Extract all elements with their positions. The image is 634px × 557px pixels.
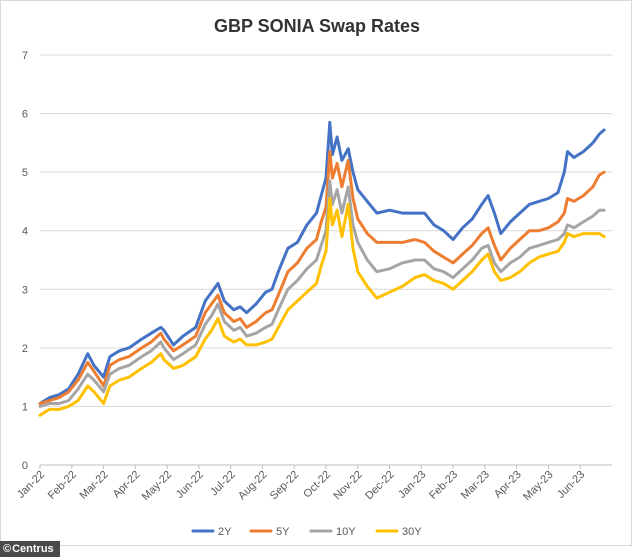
series-line-5Y (38, 150, 606, 405)
y-tick-label-1: 1 (22, 401, 28, 413)
chart-title: GBP SONIA Swap Rates (214, 16, 420, 36)
x-tick-label: Jun-23 (555, 469, 587, 501)
x-tick-label: Jan-22 (15, 469, 47, 501)
x-tick-label: Nov-22 (331, 469, 365, 503)
x-tick-label: Dec-22 (363, 469, 397, 503)
x-tick-label: Jan-23 (396, 469, 428, 501)
x-tick-label: Feb-22 (46, 469, 79, 502)
legend-label-30Y: 30Y (402, 526, 422, 538)
x-tick-label: Jun-22 (174, 469, 206, 501)
x-tick-label: Aug-22 (236, 469, 270, 503)
series-line-30Y (38, 197, 606, 417)
credit-text: Centrus (12, 543, 54, 555)
x-tick-label: May-22 (140, 469, 174, 503)
y-tick-label-3: 3 (22, 284, 28, 296)
y-tick-label-2: 2 (22, 343, 28, 355)
x-tick-label: Apr-23 (492, 469, 524, 501)
series-line-2Y (38, 120, 606, 405)
x-tick-label: Sep-22 (268, 469, 302, 503)
legend-label-5Y: 5Y (276, 526, 290, 538)
y-tick-label-5: 5 (22, 167, 28, 179)
chart-frame (0, 0, 632, 546)
x-tick-label: Apr-22 (111, 469, 143, 501)
y-tick-label-6: 6 (22, 109, 28, 121)
legend-label-10Y: 10Y (336, 526, 356, 538)
credit-badge: ©Centrus (0, 541, 60, 557)
x-tick-label: Oct-22 (301, 469, 333, 501)
x-tick-label: Feb-23 (427, 469, 460, 502)
x-tick-label: Mar-22 (78, 469, 111, 502)
x-tick-label: May-23 (521, 469, 555, 503)
x-tick-label: Mar-23 (459, 469, 492, 502)
y-tick-label-7: 7 (22, 50, 28, 62)
legend-label-2Y: 2Y (218, 526, 232, 538)
y-tick-label-4: 4 (22, 226, 28, 238)
x-tick-label: Jul-22 (208, 469, 238, 499)
copyright-symbol: © (3, 543, 12, 555)
y-tick-label-0: 0 (22, 460, 28, 472)
